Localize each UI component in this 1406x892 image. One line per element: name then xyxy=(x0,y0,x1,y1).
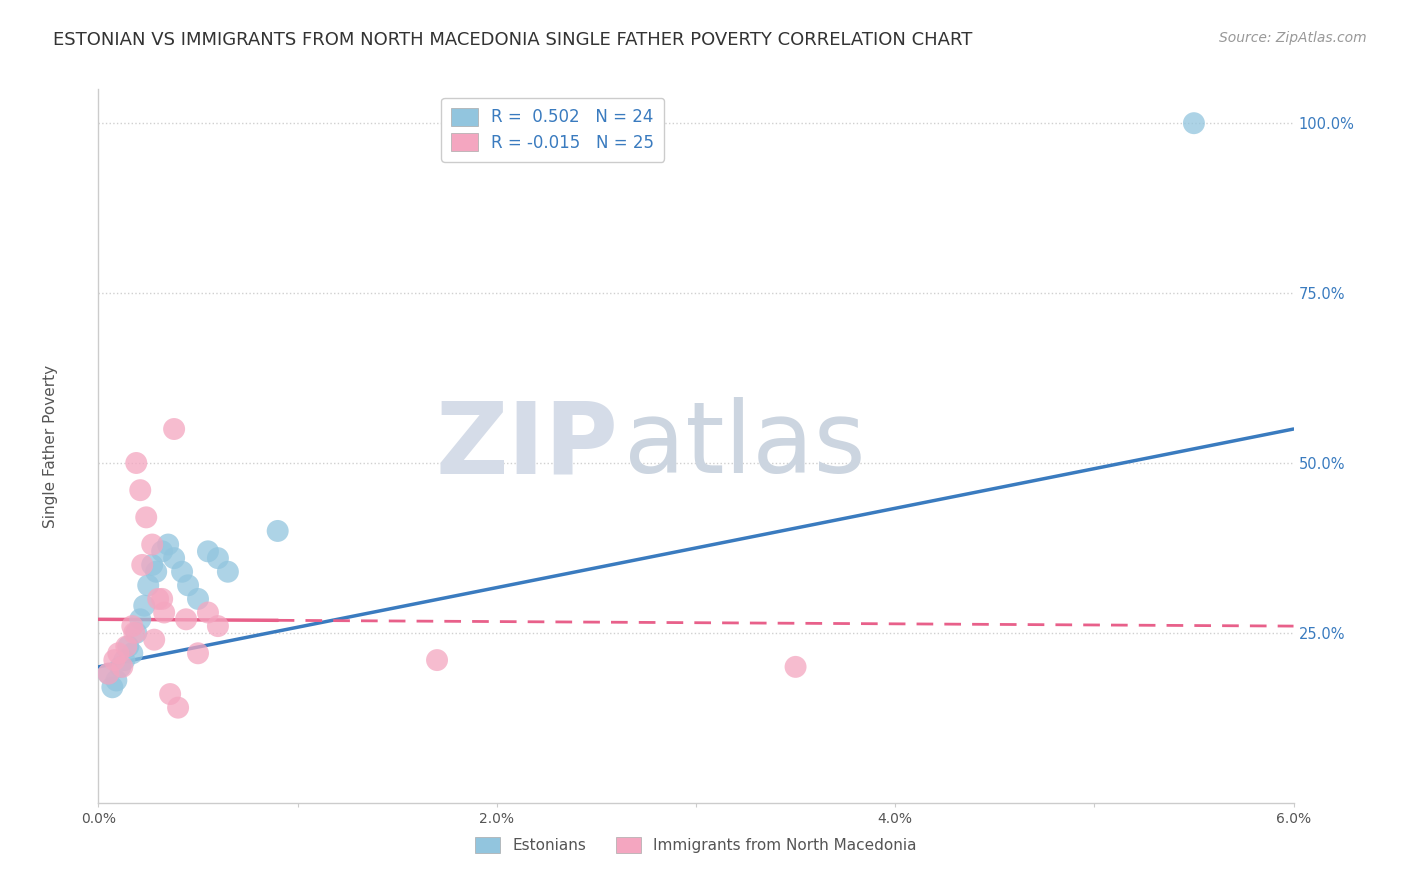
Point xyxy=(150,591,173,606)
Point xyxy=(157,537,180,551)
Point xyxy=(121,646,143,660)
Point xyxy=(131,558,153,572)
Point xyxy=(150,544,173,558)
Point xyxy=(136,578,159,592)
Point xyxy=(174,612,197,626)
Point xyxy=(197,544,219,558)
Point xyxy=(785,660,807,674)
Point xyxy=(141,537,163,551)
Point xyxy=(172,565,194,579)
Point xyxy=(153,606,176,620)
Point xyxy=(129,483,152,498)
Point xyxy=(115,640,138,654)
Point xyxy=(97,666,120,681)
Point xyxy=(125,456,148,470)
Point xyxy=(177,578,200,592)
Point xyxy=(159,687,181,701)
Point xyxy=(112,653,135,667)
Point xyxy=(135,510,157,524)
Point xyxy=(97,666,120,681)
Point xyxy=(145,565,167,579)
Text: Single Father Poverty: Single Father Poverty xyxy=(44,365,58,527)
Point xyxy=(187,646,209,660)
Point xyxy=(141,558,163,572)
Point xyxy=(148,591,170,606)
Point xyxy=(134,599,156,613)
Point xyxy=(267,524,290,538)
Point xyxy=(129,612,152,626)
Point xyxy=(187,591,209,606)
Point xyxy=(110,660,132,674)
Point xyxy=(207,619,229,633)
Text: atlas: atlas xyxy=(624,398,866,494)
Text: Source: ZipAtlas.com: Source: ZipAtlas.com xyxy=(1219,31,1367,45)
Point xyxy=(167,700,190,714)
Point xyxy=(143,632,166,647)
Point xyxy=(105,673,128,688)
Point xyxy=(125,626,148,640)
Point xyxy=(107,646,129,660)
Point xyxy=(207,551,229,566)
Point xyxy=(426,653,449,667)
Text: ESTONIAN VS IMMIGRANTS FROM NORTH MACEDONIA SINGLE FATHER POVERTY CORRELATION CH: ESTONIAN VS IMMIGRANTS FROM NORTH MACEDO… xyxy=(53,31,973,49)
Legend: Estonians, Immigrants from North Macedonia: Estonians, Immigrants from North Macedon… xyxy=(470,830,922,859)
Point xyxy=(217,565,239,579)
Text: ZIP: ZIP xyxy=(436,398,619,494)
Point xyxy=(124,626,146,640)
Point xyxy=(111,660,134,674)
Point xyxy=(197,606,219,620)
Point xyxy=(117,640,139,654)
Point xyxy=(103,653,125,667)
Point xyxy=(163,551,186,566)
Point xyxy=(163,422,186,436)
Point xyxy=(121,619,143,633)
Point xyxy=(1182,116,1205,130)
Point xyxy=(101,680,124,694)
